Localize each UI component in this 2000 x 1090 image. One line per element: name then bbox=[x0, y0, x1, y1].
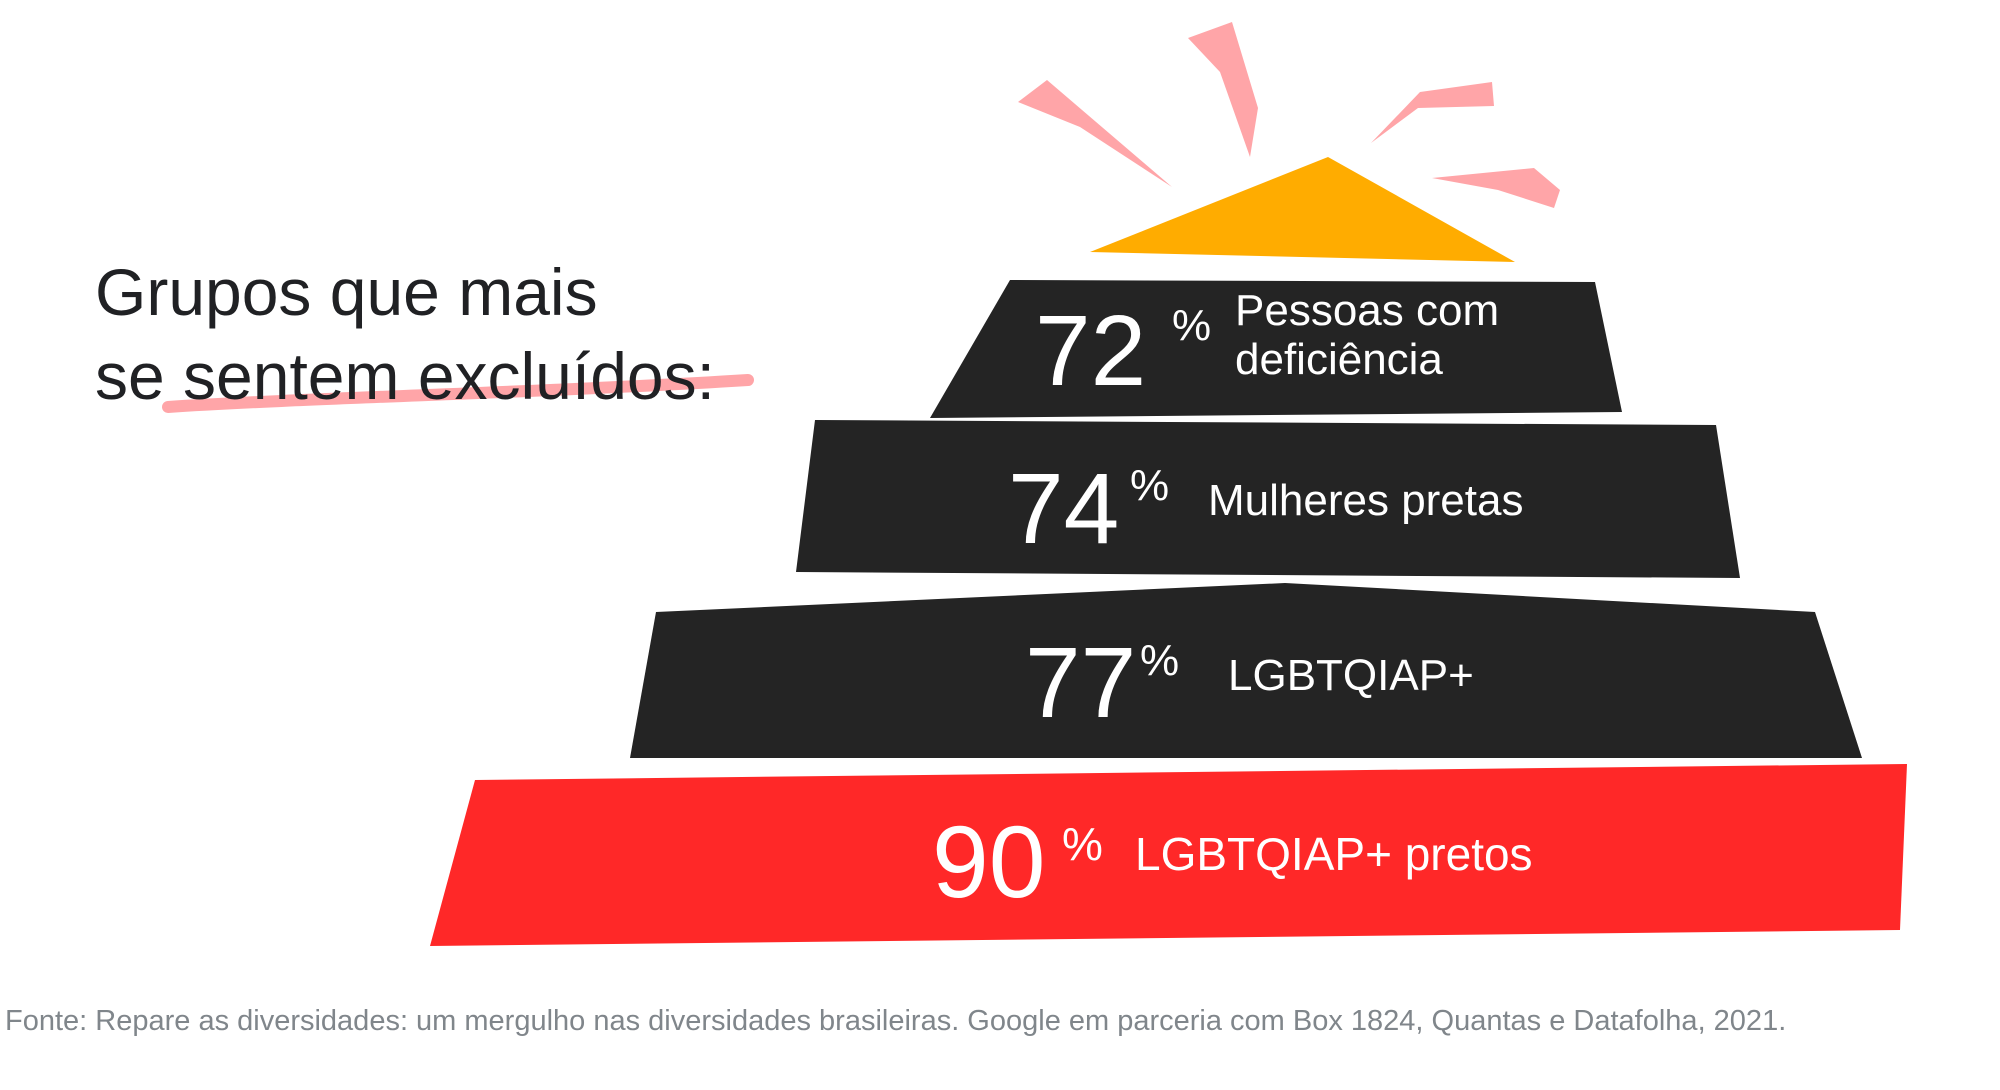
data-label-unit: % bbox=[1130, 461, 1169, 510]
data-label-value: 90 bbox=[932, 805, 1045, 919]
data-label-unit: % bbox=[1062, 818, 1103, 870]
pyramid-tier: 74% Mulheres pretas bbox=[796, 420, 1740, 578]
bar bbox=[930, 280, 1622, 418]
spark-shape bbox=[1371, 82, 1494, 143]
bar bbox=[630, 583, 1862, 758]
bar bbox=[430, 764, 1907, 946]
source-note: Fonte: Repare as diversidades: um mergul… bbox=[5, 1005, 1787, 1037]
data-label-unit: % bbox=[1172, 301, 1211, 350]
spark-shape bbox=[1018, 80, 1172, 187]
category-label: Pessoas com bbox=[1235, 286, 1499, 335]
spark-shape bbox=[1432, 168, 1560, 208]
data-label-value: 74 bbox=[1008, 453, 1119, 565]
chart-title-line-1: Grupos que mais bbox=[95, 255, 598, 329]
triangle-apex-icon bbox=[1090, 157, 1515, 262]
category-label: LGBTQIAP+ pretos bbox=[1135, 828, 1533, 880]
data-label-value: 72 bbox=[1035, 295, 1146, 407]
chart-title: Grupos que mais se sentem excluídos: bbox=[95, 250, 715, 418]
pyramid-tier: 90% LGBTQIAP+ pretos bbox=[430, 764, 1907, 946]
burst-sparks-icon bbox=[1018, 22, 1560, 208]
data-label-unit: % bbox=[1140, 636, 1179, 685]
category-label: Mulheres pretas bbox=[1208, 476, 1523, 525]
chart-title-line-2: se sentem excluídos: bbox=[95, 339, 715, 413]
pyramid-tier: 77% LGBTQIAP+ bbox=[630, 583, 1862, 758]
spark-shape bbox=[1188, 22, 1258, 157]
data-label-value: 77 bbox=[1025, 627, 1136, 739]
bar bbox=[796, 420, 1740, 578]
category-label: deficiência bbox=[1235, 335, 1443, 384]
title-underline bbox=[162, 374, 754, 413]
category-label: LGBTQIAP+ bbox=[1228, 651, 1474, 700]
